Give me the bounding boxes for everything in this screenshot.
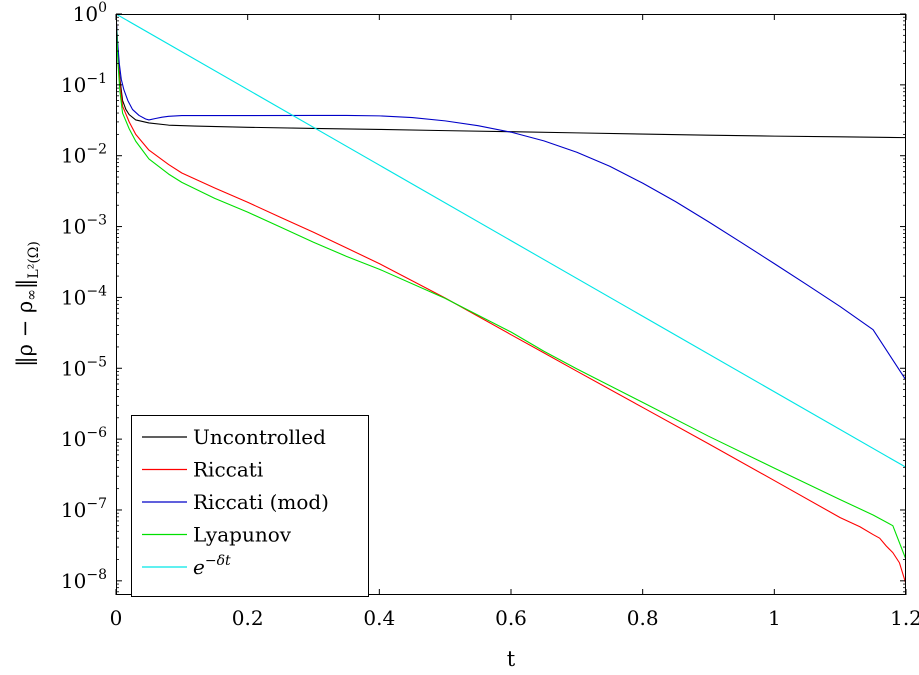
legend: Uncontrolled Riccati Riccati (mod) Lyapunov…: [131, 415, 369, 597]
x-tick-label: 1: [768, 606, 781, 630]
legend-label: Lyapunov: [193, 523, 292, 547]
x-tick-label: 0: [110, 606, 123, 630]
legend-box: [131, 415, 369, 597]
legend-label: Riccati: [193, 458, 263, 482]
x-tick-label: 0.8: [627, 606, 659, 630]
y-tick-label: 10−3: [61, 213, 107, 239]
series-layer: [116, 14, 906, 585]
series-line-riccati-mod: [116, 14, 906, 381]
x-tick-label: 0.6: [495, 606, 527, 630]
series-line-riccati: [116, 14, 906, 585]
series-line-lyapunov: [116, 14, 906, 560]
y-tick-label: 10−7: [61, 496, 107, 522]
y-tick-label: 10−6: [61, 425, 107, 451]
y-tick-label: 10−4: [61, 283, 107, 309]
y-tick-label: 10−5: [61, 354, 107, 380]
y-tick-label: 10−8: [61, 567, 107, 593]
series-line-uncontrolled: [116, 14, 906, 139]
y-axis-title: ‖ρ − ρ∞‖L²(Ω): [13, 241, 42, 367]
legend-label: Uncontrolled: [193, 425, 326, 449]
y-tick-label: 10−1: [61, 71, 107, 97]
y-tick-label: 100: [73, 0, 107, 26]
x-tick-label: 1.2: [890, 606, 919, 630]
series-line-e-t: [116, 14, 906, 468]
tick-layer: 0 0.2 0.4 0.6 0.8 1 1.2 100 10−1 10−2 10−3 10−4 10−5…: [61, 0, 919, 630]
legend-label: Riccati (mod): [193, 490, 329, 514]
x-axis-title: t: [507, 647, 516, 671]
x-tick-label: 0.2: [232, 606, 264, 630]
legend-label: e−δt: [193, 553, 231, 579]
y-tick-label: 10−2: [61, 142, 107, 168]
svg-text:‖ρ − ρ∞‖L²(Ω): ‖ρ − ρ∞‖L²(Ω): [13, 241, 42, 367]
x-tick-label: 0.4: [363, 606, 395, 630]
